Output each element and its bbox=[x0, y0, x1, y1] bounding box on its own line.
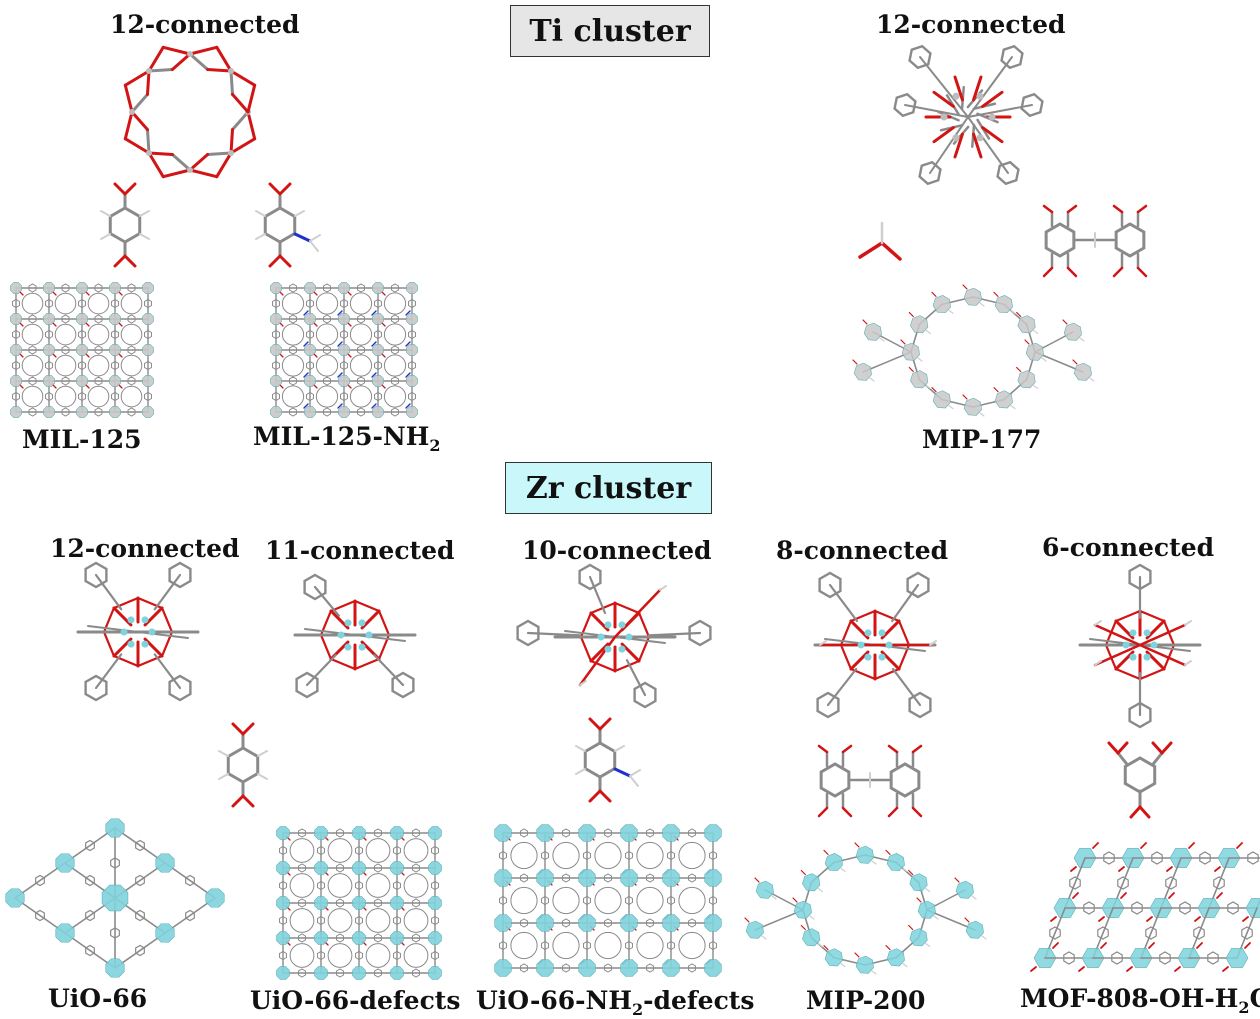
uio-66-defects-framework bbox=[276, 826, 442, 980]
material-label-mip-200: MIP-200 bbox=[806, 986, 926, 1015]
zr6-cluster-12-connected bbox=[76, 561, 200, 702]
mof-808-framework bbox=[1030, 842, 1260, 972]
material-label-mil-125: MIL-125 bbox=[22, 425, 142, 454]
uio-66-framework bbox=[5, 818, 225, 978]
bdc-linker-uio-66 bbox=[218, 722, 268, 808]
mip-200-framework bbox=[744, 842, 987, 975]
ti-right-connectivity-label: 12-connected bbox=[876, 10, 1066, 39]
uio-66-nh2-defects-framework bbox=[494, 824, 722, 977]
bdc-nh2-linker-uio-66-nh2 bbox=[575, 717, 641, 803]
ti-cluster-header: Ti cluster bbox=[510, 5, 710, 57]
zr6-cluster-10-connected bbox=[516, 563, 712, 709]
btc-linker-mof-808 bbox=[1107, 741, 1173, 819]
zr6-cluster-6-connected bbox=[1078, 563, 1202, 729]
zr-connectivity-label-11: 11-connected bbox=[265, 536, 455, 565]
bdc-nh2-linker-mil-125-nh2 bbox=[255, 182, 321, 268]
zr6-cluster-11-connected bbox=[293, 573, 417, 699]
ti-left-connectivity-label: 12-connected bbox=[110, 10, 300, 39]
material-label-mof-808-oh-h2o: MOF-808-OH-H2O bbox=[1020, 984, 1260, 1017]
ti8-ring-cluster bbox=[123, 45, 257, 179]
mil-125-nh2-framework bbox=[270, 282, 418, 418]
mdip-linker-mip-177 bbox=[1042, 204, 1148, 278]
zr-connectivity-label-8: 8-connected bbox=[776, 536, 949, 565]
zr-connectivity-label-10: 10-connected bbox=[522, 536, 712, 565]
mip-177-framework bbox=[852, 284, 1095, 417]
bdc-linker-mil-125 bbox=[100, 182, 150, 268]
zr-cluster-header: Zr cluster bbox=[505, 462, 712, 514]
formate-linker bbox=[858, 221, 902, 261]
mdip-linker-mip-200 bbox=[817, 744, 923, 818]
material-label-mil-125-nh2: MIL-125-NH2 bbox=[253, 422, 441, 455]
zr6-cluster-8-connected bbox=[813, 571, 937, 719]
zr-connectivity-label-12: 12-connected bbox=[50, 534, 240, 563]
material-label-mip-177: MIP-177 bbox=[922, 425, 1042, 454]
material-label-uio-66-defects: UiO-66-defects bbox=[250, 986, 461, 1015]
mil-125-framework bbox=[10, 282, 154, 418]
zr-connectivity-label-6: 6-connected bbox=[1042, 533, 1215, 562]
ti12-cluster-mip-177 bbox=[893, 44, 1044, 186]
material-label-uio-66-nh2-defects: UiO-66-NH2-defects bbox=[476, 986, 755, 1019]
material-label-uio-66: UiO-66 bbox=[48, 984, 148, 1013]
